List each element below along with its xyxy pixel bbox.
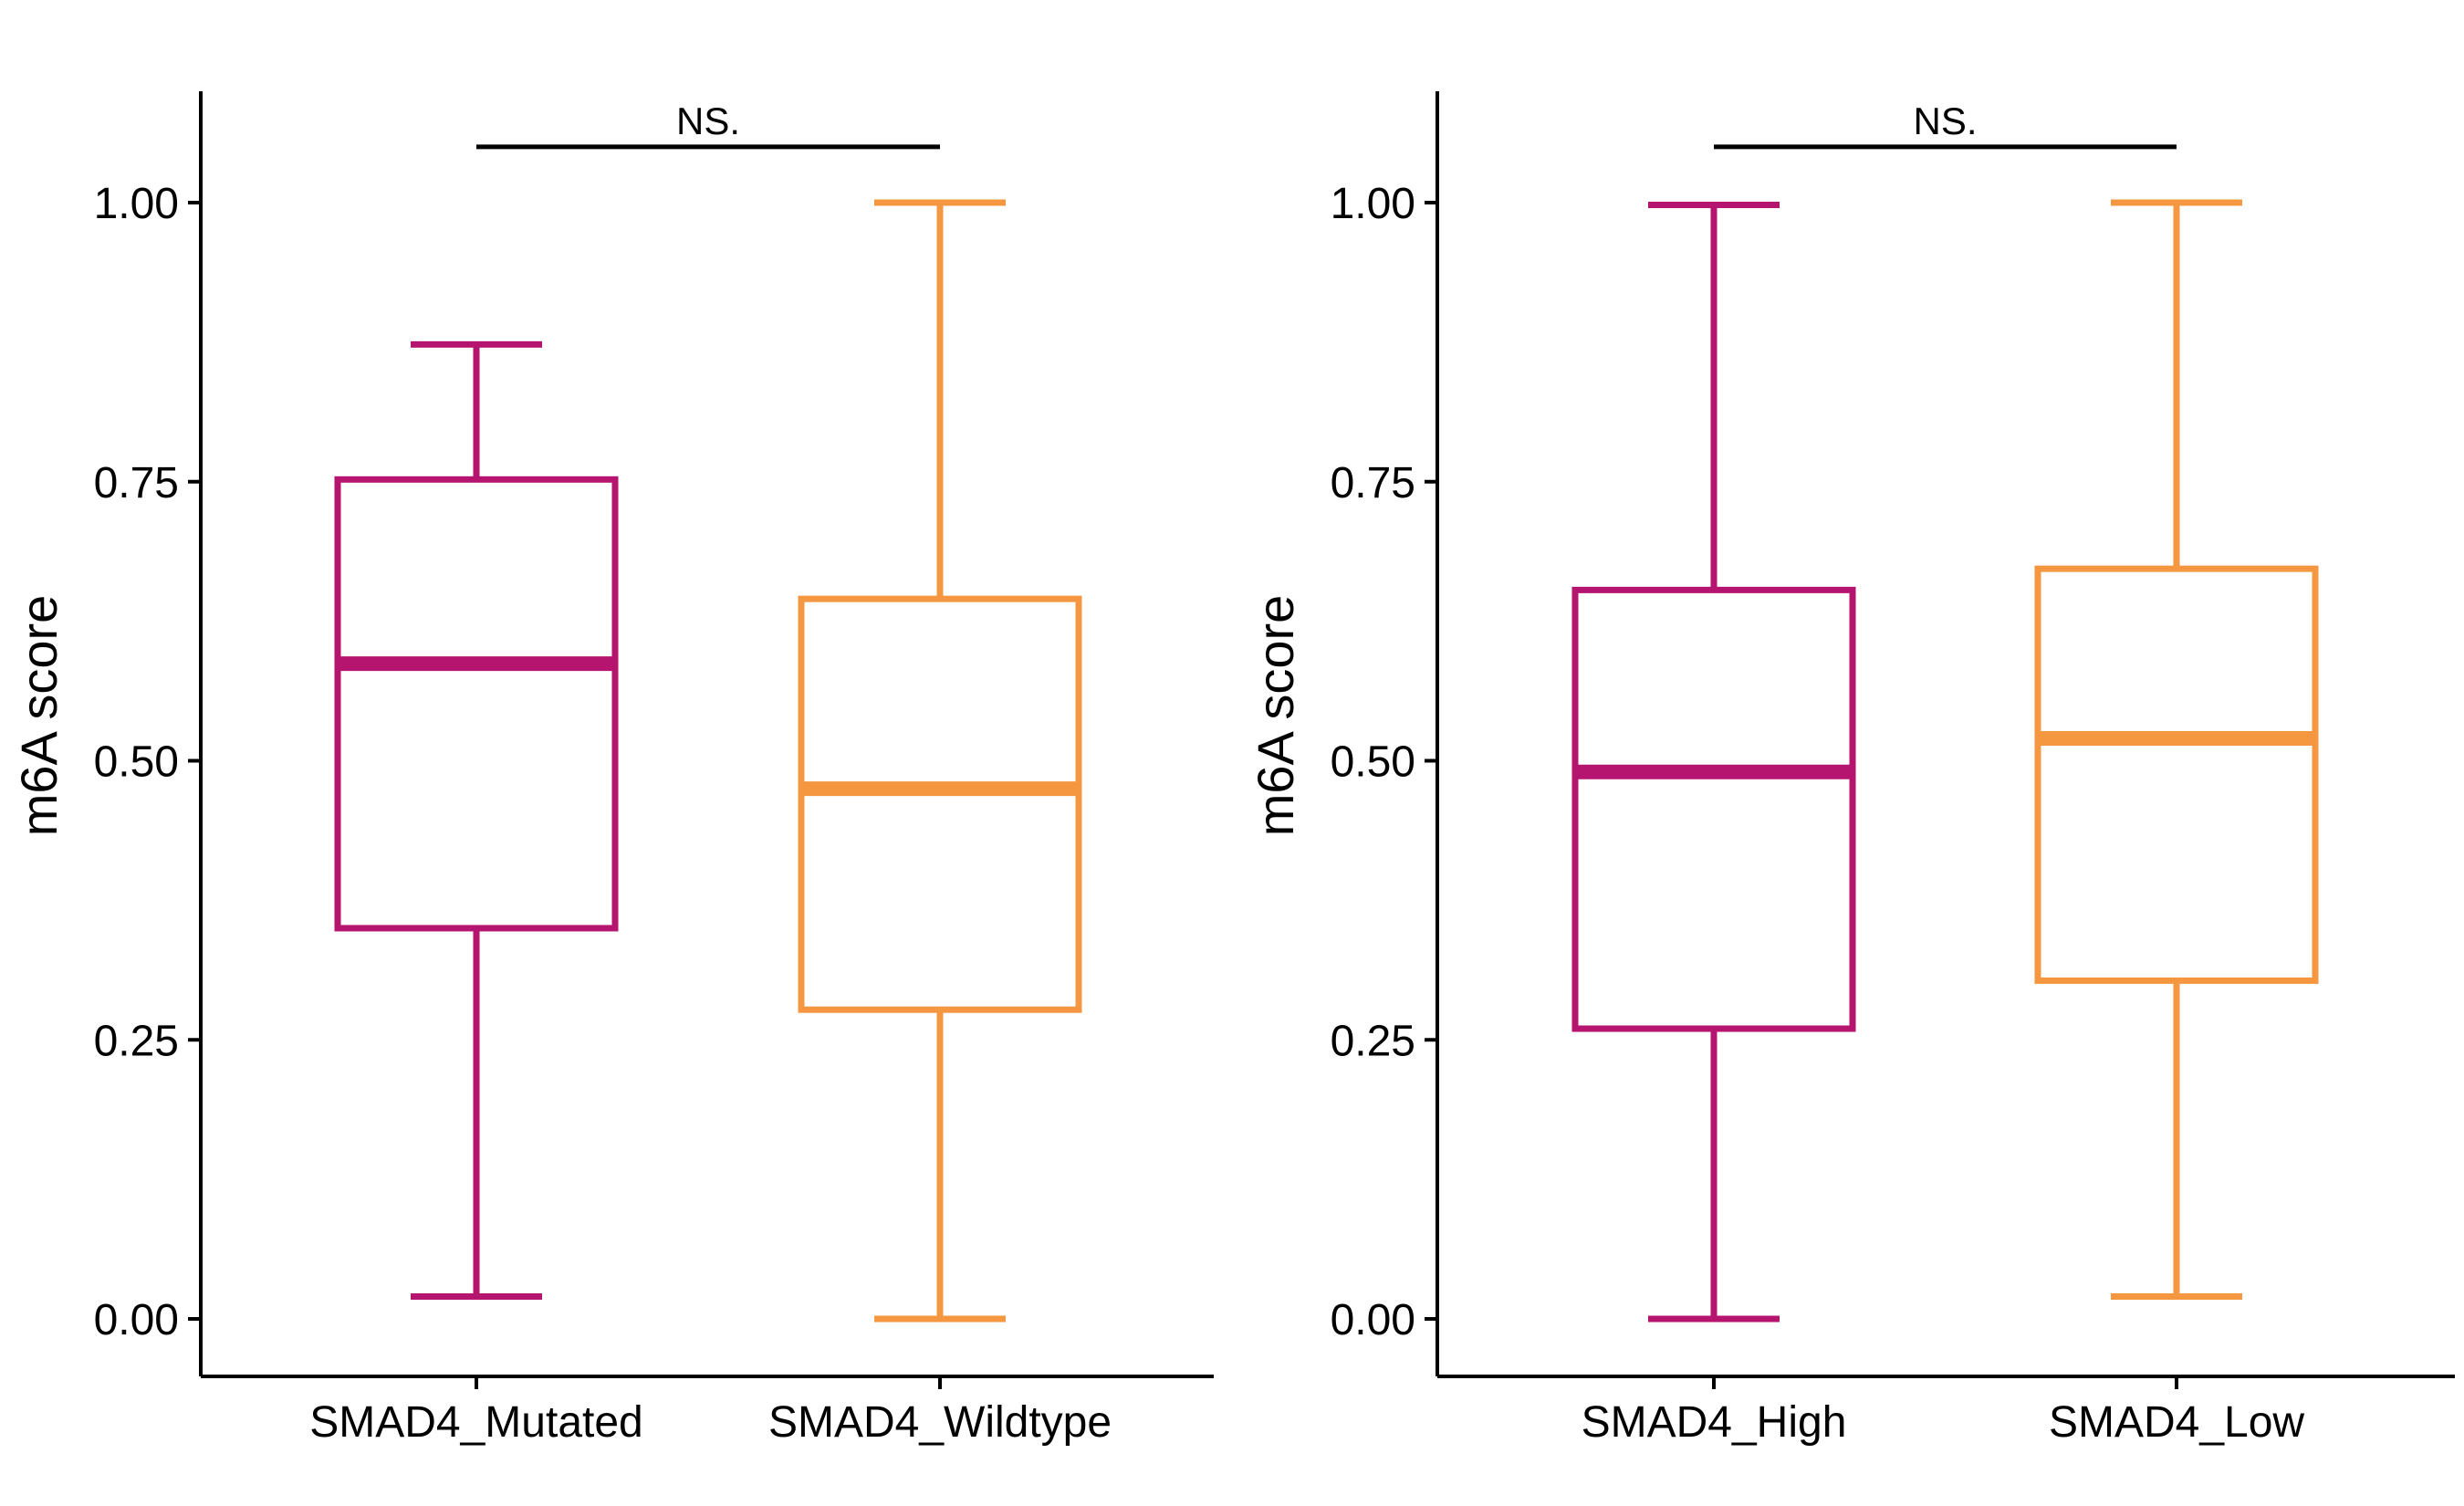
significance-label: NS. <box>676 99 740 142</box>
iqr-box <box>1571 586 1856 1032</box>
y-tick-label: 0.75 <box>94 459 179 507</box>
box-SMAD4_High <box>1571 201 1856 1323</box>
x-tick-label: SMAD4_Low <box>2049 1398 2304 1447</box>
y-tick-label: 0.25 <box>1331 1017 1415 1065</box>
y-tick-label: 1.00 <box>94 180 179 228</box>
y-tick-label: 0.50 <box>94 738 179 787</box>
y-tick-label: 1.00 <box>1331 180 1415 228</box>
box-SMAD4_Wildtype <box>798 199 1082 1323</box>
y-axis-title: m6A score <box>10 595 68 837</box>
y-axis-title: m6A score <box>1247 595 1304 837</box>
y-tick-label: 0.50 <box>1331 738 1415 787</box>
x-tick-label: SMAD4_Mutated <box>309 1398 643 1447</box>
iqr-box <box>2034 565 2319 984</box>
y-tick-label: 0.00 <box>94 1296 179 1344</box>
y-tick-label: 0.00 <box>1331 1296 1415 1344</box>
significance-label: NS. <box>1913 99 1977 142</box>
x-tick-label: SMAD4_High <box>1582 1398 1847 1447</box>
x-tick-label: SMAD4_Wildtype <box>768 1398 1112 1447</box>
iqr-box <box>334 476 619 932</box>
chart-panel-2: 0.00 0.25 0.50 0.75 1.00 m6A score SMAD4_High S… <box>1247 91 2455 1447</box>
box-SMAD4_Mutated <box>334 340 619 1301</box>
box-SMAD4_Low <box>2034 199 2319 1301</box>
chart-panel-1: 0.00 0.25 0.50 0.75 1.00 m6A score SMAD4_Mutat… <box>10 91 1214 1447</box>
y-tick-label: 0.25 <box>94 1017 179 1065</box>
iqr-box <box>798 595 1082 1013</box>
y-tick-label: 0.75 <box>1331 459 1415 507</box>
